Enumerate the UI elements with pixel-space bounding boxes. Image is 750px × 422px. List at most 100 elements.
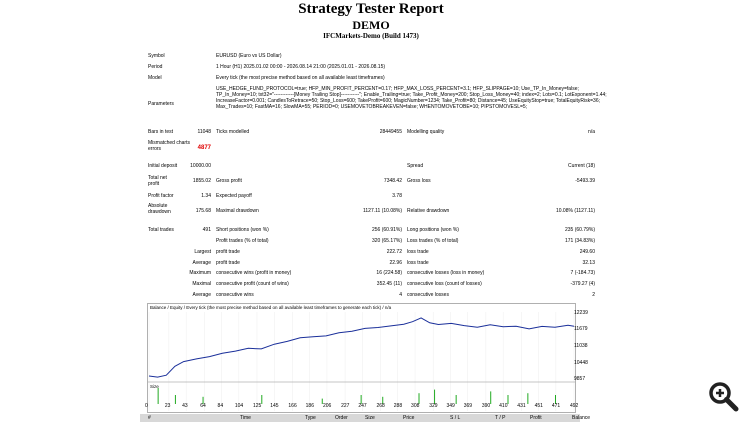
report-subtitle: DEMO [352, 18, 390, 32]
mismatch-label: Mismatched charts errors [148, 140, 190, 152]
largest-label: Largest [194, 249, 211, 255]
balance-chart-svg [148, 312, 575, 411]
volume-bar [418, 393, 420, 404]
volume-bar [157, 387, 159, 404]
bars-value: 11048 [197, 129, 211, 135]
volume-bar [382, 396, 384, 404]
abs-drawdown-label: Absolute drawdown [148, 203, 171, 215]
x-tick-label: 329 [429, 403, 438, 409]
x-tick-label: 369 [463, 403, 473, 409]
x-tick-label: 64 [200, 403, 206, 409]
symbol-value: EURUSD (Euro vs US Dollar) [216, 53, 282, 59]
x-tick-label: 186 [305, 403, 314, 409]
loss-trades-label: Loss trades (% of total) [407, 238, 459, 244]
volume-bar [174, 395, 176, 404]
net-profit-value: 1855.02 [192, 178, 211, 184]
y-tick-label: 10448 [574, 359, 588, 366]
x-tick-label: 410 [499, 403, 508, 409]
parameters-value: USE_HEDGE_FUND_PROTOCOL=true; HFP_MIN_PR… [216, 86, 607, 110]
x-tick-label: 84 [217, 403, 224, 409]
period-value: 1 Hour (H1) 2025.01.02 00:00 - 2026.08.1… [216, 64, 386, 70]
x-tick-label: 349 [446, 403, 455, 409]
initial-deposit-label: Initial deposit [148, 163, 178, 169]
model-value: Every tick (the most precise method base… [216, 75, 385, 81]
table-column-header: Size [365, 415, 375, 421]
profit-trades-label: Profit trades (% of total) [216, 238, 269, 244]
average-profit-label: profit trade [216, 260, 240, 266]
volume-bar [455, 395, 457, 404]
maximal-loss-label: consecutive loss (count of losses) [407, 281, 482, 287]
x-tick-label: 166 [288, 403, 297, 409]
volume-bar [434, 389, 436, 404]
rel-drawdown-value: 10.08% (1127.11) [555, 208, 595, 214]
max-drawdown-value: 1127.11 (10.08%) [362, 208, 402, 214]
x-tick-label: 471 [551, 403, 561, 409]
bars-label: Bars in test [148, 129, 174, 135]
quality-value: n/a [588, 129, 595, 135]
table-column-header: T / P [495, 415, 506, 421]
average-label: Average [192, 260, 211, 266]
x-tick-label: 431 [517, 403, 526, 409]
max-cons-wins-value: 16 (224.58) [376, 270, 402, 276]
parameters-label: Parameters [148, 101, 174, 107]
total-trades-value: 491 [202, 227, 211, 233]
x-tick-label: 0 [145, 403, 148, 409]
table-column-header: Order [335, 415, 348, 421]
balance-chart: Balance / Equity / Every tick (the most … [147, 303, 576, 413]
maximal-profit-label: consecutive profit (count of wins) [216, 281, 289, 287]
spread-label: Spread [407, 163, 424, 169]
quality-label: Modelling quality [407, 129, 445, 135]
total-trades-label: Total trades [148, 227, 174, 233]
zoom-in-icon[interactable] [707, 380, 739, 412]
short-positions-label: Short positions (won %) [216, 227, 269, 233]
x-tick-label: 268 [376, 403, 385, 409]
gross-profit-label: Gross profit [216, 178, 242, 184]
volume-bar [261, 395, 263, 404]
volume-bar [360, 395, 362, 404]
gross-profit-value: 7348.42 [383, 178, 402, 184]
y-tick-label: 12239 [574, 310, 588, 316]
average-loss-value: 32.13 [582, 260, 595, 266]
x-tick-label: 145 [270, 403, 279, 409]
avg-cons-losses-value: 2 [592, 292, 595, 298]
table-column-header: Balance [572, 415, 591, 421]
maximal-profit-value: 352.45 (11) [376, 281, 402, 287]
profit-factor-label: Profit factor [148, 193, 174, 199]
x-tick-label: 308 [411, 403, 420, 409]
loss-trades-value: 171 (34.83%) [564, 238, 595, 244]
long-positions-value: 235 (60.79%) [564, 227, 595, 233]
x-tick-label: 390 [481, 403, 491, 409]
y-tick-label: 9857 [574, 376, 586, 382]
x-tick-label: 206 [322, 403, 332, 409]
volume-bar [507, 395, 509, 404]
table-column-header: S / L [450, 415, 461, 421]
x-tick-label: 492 [570, 403, 579, 409]
net-profit-label: Total net profit [148, 175, 167, 187]
expected-payoff-value: 3.78 [392, 193, 402, 199]
abs-drawdown-value: 175.68 [195, 208, 211, 214]
avg-cons-losses-label: consecutive losses [407, 292, 449, 298]
volume-label: Size [150, 384, 159, 389]
y-tick-label: 11038 [574, 343, 588, 350]
table-column-header: Price [403, 415, 415, 421]
x-tick-label: 125 [252, 403, 262, 409]
balance-line [148, 317, 575, 378]
table-column-header: Profit [530, 415, 542, 421]
rel-drawdown-label: Relative drawdown [407, 208, 450, 214]
gross-loss-label: Gross loss [407, 178, 431, 184]
average2-label: Average [192, 292, 211, 298]
volume-bar [554, 395, 556, 404]
initial-deposit-value: 10000.00 [190, 163, 211, 169]
chart-title: Balance / Equity / Every tick (the most … [150, 305, 392, 310]
max-cons-losses-label: consecutive losses (loss in money) [407, 270, 485, 276]
max-drawdown-label: Maximal drawdown [216, 208, 259, 214]
expected-payoff-label: Expected payoff [216, 193, 252, 199]
volume-bar [202, 396, 204, 404]
spread-value: Current (18) [568, 163, 595, 169]
avg-cons-wins-label: consecutive wins [216, 292, 254, 298]
avg-cons-wins-value: 4 [399, 292, 402, 298]
ticks-value: 28449455 [379, 129, 402, 135]
average-loss-label: loss trade [407, 260, 429, 266]
volume-bar [527, 393, 529, 404]
trades-table-header [140, 414, 580, 422]
